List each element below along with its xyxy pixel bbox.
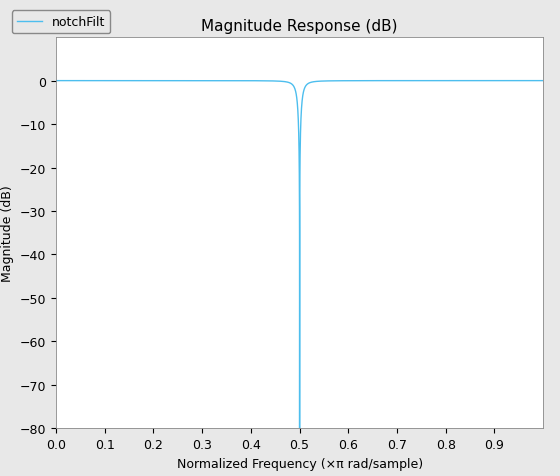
notchFilt	[404, 79, 411, 84]
Legend: notchFilt: notchFilt	[12, 11, 110, 34]
notchFilt	[312, 79, 319, 85]
notchFilt	[53, 79, 59, 84]
Line: notchFilt: notchFilt	[56, 81, 543, 428]
notchFilt	[251, 79, 258, 84]
notchFilt	[199, 79, 206, 84]
notchFilt	[255, 79, 262, 84]
Y-axis label: Magnitude (dB): Magnitude (dB)	[1, 185, 14, 281]
Title: Magnitude Response (dB): Magnitude Response (dB)	[202, 19, 398, 34]
notchFilt	[540, 79, 547, 84]
X-axis label: Normalized Frequency (×π rad/sample): Normalized Frequency (×π rad/sample)	[176, 456, 423, 470]
notchFilt	[296, 426, 303, 431]
notchFilt	[469, 79, 475, 84]
